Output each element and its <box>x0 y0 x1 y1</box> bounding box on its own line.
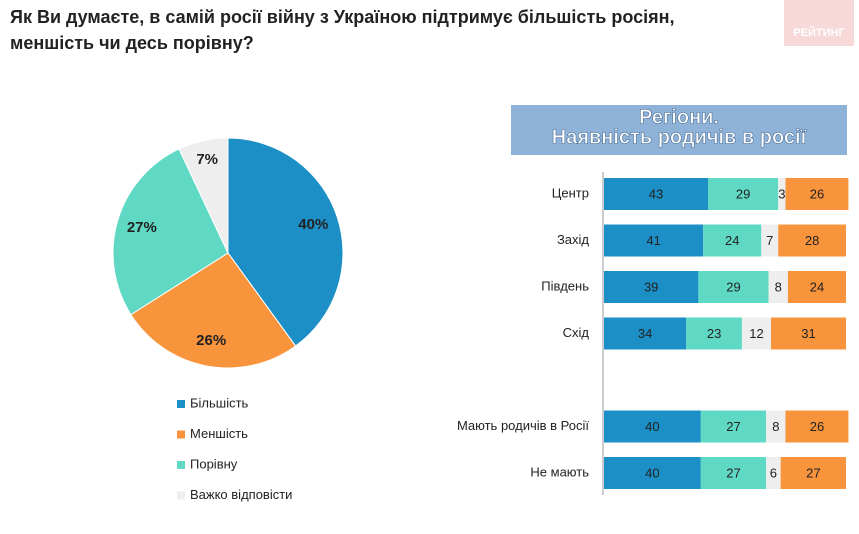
legend-swatch <box>177 430 185 439</box>
data-label: 27 <box>806 465 820 480</box>
data-label: 26 <box>810 186 824 201</box>
data-label: 43 <box>649 186 663 201</box>
data-label: 3 <box>778 186 785 201</box>
data-label: 40 <box>645 419 659 434</box>
bar-segment <box>785 410 849 443</box>
data-label: 23 <box>707 326 721 341</box>
bar-segment <box>768 271 788 303</box>
data-label: 24 <box>725 233 739 248</box>
slice-label: 40% <box>298 216 328 233</box>
data-label: 27 <box>726 465 740 480</box>
logo-box <box>784 0 854 46</box>
bar-segment <box>761 224 779 257</box>
pie-slice <box>227 137 344 347</box>
bar-segment <box>741 317 771 350</box>
bar-segment <box>604 410 701 443</box>
pie-slice <box>130 252 297 369</box>
bar-segment <box>700 410 767 443</box>
bar-segment <box>770 317 846 350</box>
legend-swatch <box>177 400 185 408</box>
data-label: 8 <box>772 419 779 434</box>
legend-label: Більшість <box>190 395 249 410</box>
data-label: 26 <box>810 419 824 434</box>
data-label: 6 <box>770 465 777 480</box>
bar-segment <box>778 178 786 210</box>
category-label: Мають родичів в Росії <box>457 418 589 433</box>
legend-label: Порівну <box>190 456 238 471</box>
bar-header <box>511 105 847 155</box>
bar-title: Регіони. <box>639 106 719 128</box>
category-label: Не мають <box>530 464 589 479</box>
data-label: 24 <box>810 279 824 294</box>
legend-swatch <box>177 491 185 500</box>
bar-segment <box>604 271 699 303</box>
bar-segment <box>785 178 849 210</box>
data-label: 8 <box>775 279 782 294</box>
bar-segment <box>604 178 709 210</box>
data-label: 27 <box>726 419 740 434</box>
category-label: Південь <box>541 278 589 293</box>
slice-label: 7% <box>196 151 218 168</box>
page-title: Як Ви думаєте, в самій росії війну з Укр… <box>10 7 675 53</box>
bar-segment <box>686 317 742 350</box>
slice-label: 26% <box>196 332 226 349</box>
legend-label: Важко відповісти <box>190 487 292 502</box>
category-label: Схід <box>563 325 590 340</box>
data-label: 28 <box>805 233 819 248</box>
data-label: 12 <box>749 326 763 341</box>
data-label: 29 <box>726 279 740 294</box>
slice-label: 27% <box>127 219 157 236</box>
bar-segment <box>604 224 704 257</box>
bar-segment <box>604 317 687 350</box>
category-label: Захід <box>557 232 589 247</box>
data-label: 41 <box>646 233 660 248</box>
bar-segment <box>698 271 769 303</box>
category-label: Центр <box>552 185 589 200</box>
bar-segment <box>708 178 779 210</box>
logo: РЕЙТИНГ <box>793 26 845 39</box>
data-label: 39 <box>644 279 658 294</box>
pie-slice <box>178 137 229 254</box>
bar-segment <box>766 457 781 489</box>
bar-segment <box>780 457 846 489</box>
bar-segment <box>778 224 846 257</box>
legend-label: Меншість <box>190 426 248 441</box>
data-label: 40 <box>645 465 659 480</box>
pie-slice <box>112 148 229 316</box>
bar-segment <box>703 224 762 257</box>
legend-swatch <box>177 461 185 469</box>
data-label: 34 <box>638 326 652 341</box>
bar-segment <box>604 457 701 489</box>
bar-segment <box>700 457 767 489</box>
bar-segment <box>766 410 786 443</box>
data-label: 7 <box>766 233 773 248</box>
data-label: 31 <box>801 326 815 341</box>
bar-title: Наявність родичів в росії <box>552 126 807 148</box>
bar-segment <box>787 271 846 303</box>
data-label: 29 <box>736 186 750 201</box>
title-box: Як Ви думаєте, в самій росії війну з Укр… <box>10 7 675 53</box>
